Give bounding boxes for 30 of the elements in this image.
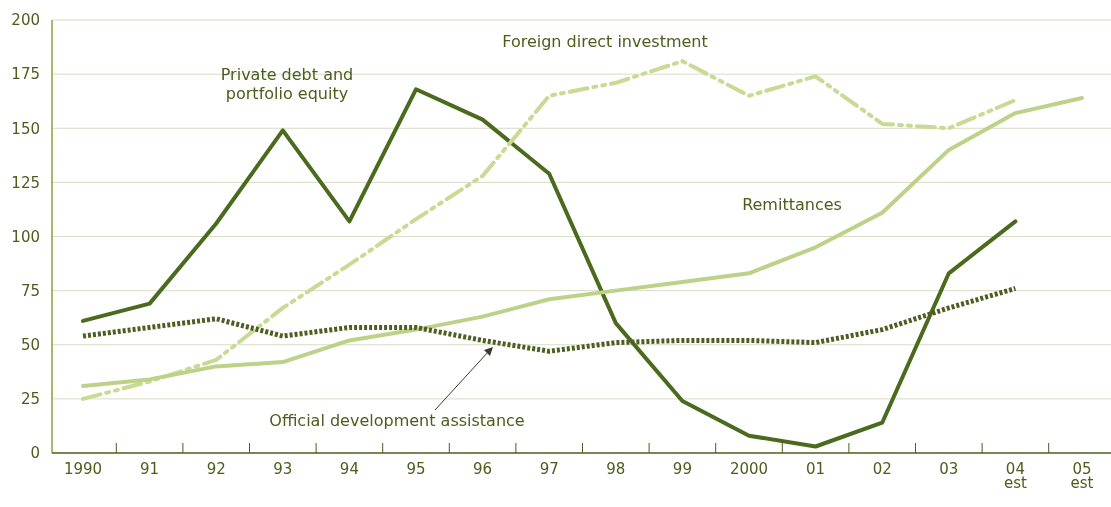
x-tick-label: 02 bbox=[872, 460, 892, 478]
y-tick-label: 50 bbox=[20, 336, 40, 354]
y-tick-label: 100 bbox=[11, 227, 40, 246]
x-tick-label: 96 bbox=[473, 460, 493, 478]
x-tick-label: 94 bbox=[339, 460, 359, 478]
series-label: Remittances bbox=[742, 195, 842, 214]
x-tick-label: 97 bbox=[539, 460, 559, 478]
text: Private debt and portfolio equity bbox=[220, 65, 354, 103]
y-tick-label: 75 bbox=[20, 281, 40, 300]
x-tick-label: 05 est bbox=[1070, 460, 1094, 492]
x-tick-label: 93 bbox=[273, 460, 293, 478]
y-tick-label: 200 bbox=[11, 11, 40, 30]
x-tick-label: 2000 bbox=[729, 460, 769, 478]
x-tick-label: 95 bbox=[406, 460, 426, 478]
x-tick-label: 91 bbox=[140, 460, 160, 478]
x-tick-label: 98 bbox=[606, 460, 626, 478]
x-tick-label: 99 bbox=[672, 460, 692, 478]
y-tick-label: 0 bbox=[30, 444, 40, 463]
x-tick-label: 1990 bbox=[63, 460, 103, 478]
y-tick-label: 25 bbox=[20, 390, 40, 409]
x-tick-label: 03 bbox=[939, 460, 959, 478]
line-series bbox=[81, 87, 1018, 449]
y-tick-label: 125 bbox=[11, 173, 40, 192]
x-tick-label: 92 bbox=[206, 460, 226, 478]
series-label: Foreign direct investment bbox=[502, 32, 708, 51]
x-tick-label: 04 est bbox=[1003, 460, 1027, 492]
x-tick-label: 01 bbox=[806, 460, 826, 478]
y-tick-label: 175 bbox=[11, 65, 40, 84]
y-tick-label: 150 bbox=[11, 119, 40, 138]
text: Official development assistance bbox=[269, 411, 525, 430]
